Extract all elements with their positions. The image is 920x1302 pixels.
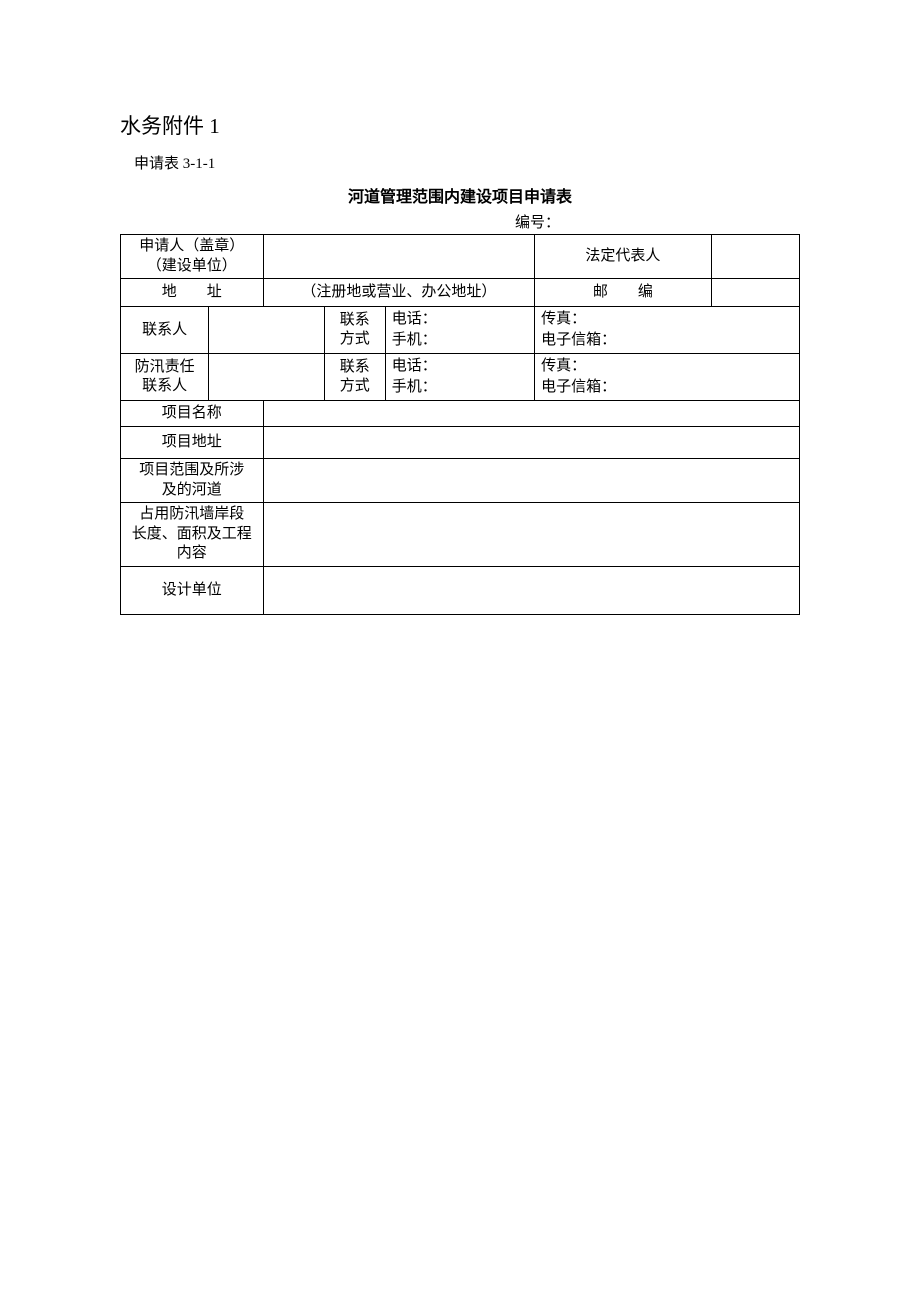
project-scope-label: 项目范围及所涉 及的河道 bbox=[121, 459, 264, 503]
table-row: 联系人 联系 方式 电话： 手机： 传真： 电子信箱： bbox=[121, 307, 800, 354]
address-label: 地 址 bbox=[121, 279, 264, 307]
flood-contact-label: 防汛责任 联系人 bbox=[121, 354, 209, 401]
table-row: 设计单位 bbox=[121, 566, 800, 614]
contact-person-label: 联系人 bbox=[121, 307, 209, 354]
table-row: 项目范围及所涉 及的河道 bbox=[121, 459, 800, 503]
design-unit-value bbox=[263, 566, 799, 614]
form-title: 河道管理范围内建设项目申请表 bbox=[120, 183, 800, 207]
wall-section-label: 占用防汛墙岸段 长度、面积及工程 内容 bbox=[121, 503, 264, 567]
applicant-label: 申请人（盖章） （建设单位） bbox=[121, 235, 264, 279]
flood-contact-value bbox=[209, 354, 324, 401]
table-row: 项目地址 bbox=[121, 427, 800, 459]
contact-method-label: 联系 方式 bbox=[324, 307, 385, 354]
legal-rep-value bbox=[711, 235, 799, 279]
table-row: 项目名称 bbox=[121, 401, 800, 427]
application-form-table: 申请人（盖章） （建设单位） 法定代表人 地 址 （注册地或营业、办公地址） 邮… bbox=[120, 234, 800, 615]
flood-fax-email-cell: 传真： 电子信箱： bbox=[535, 354, 800, 401]
flood-phone-mobile-cell: 电话： 手机： bbox=[385, 354, 534, 401]
phone-mobile-cell: 电话： 手机： bbox=[385, 307, 534, 354]
design-unit-label: 设计单位 bbox=[121, 566, 264, 614]
document-heading: 水务附件 1 bbox=[120, 110, 800, 140]
table-row: 地 址 （注册地或营业、办公地址） 邮 编 bbox=[121, 279, 800, 307]
flood-contact-method-label: 联系 方式 bbox=[324, 354, 385, 401]
legal-rep-label: 法定代表人 bbox=[535, 235, 712, 279]
table-row: 防汛责任 联系人 联系 方式 电话： 手机： 传真： 电子信箱： bbox=[121, 354, 800, 401]
project-name-label: 项目名称 bbox=[121, 401, 264, 427]
project-addr-value bbox=[263, 427, 799, 459]
project-scope-value bbox=[263, 459, 799, 503]
form-number: 申请表 3-1-1 bbox=[134, 152, 800, 173]
wall-section-value bbox=[263, 503, 799, 567]
project-name-value bbox=[263, 401, 799, 427]
fax-email-cell: 传真： 电子信箱： bbox=[535, 307, 800, 354]
project-addr-label: 项目地址 bbox=[121, 427, 264, 459]
postcode-label: 邮 编 bbox=[535, 279, 712, 307]
postcode-value bbox=[711, 279, 799, 307]
address-value: （注册地或营业、办公地址） bbox=[263, 279, 535, 307]
contact-person-value bbox=[209, 307, 324, 354]
table-row: 占用防汛墙岸段 长度、面积及工程 内容 bbox=[121, 503, 800, 567]
applicant-value bbox=[263, 235, 535, 279]
table-row: 申请人（盖章） （建设单位） 法定代表人 bbox=[121, 235, 800, 279]
serial-number-label: 编号： bbox=[120, 211, 800, 232]
